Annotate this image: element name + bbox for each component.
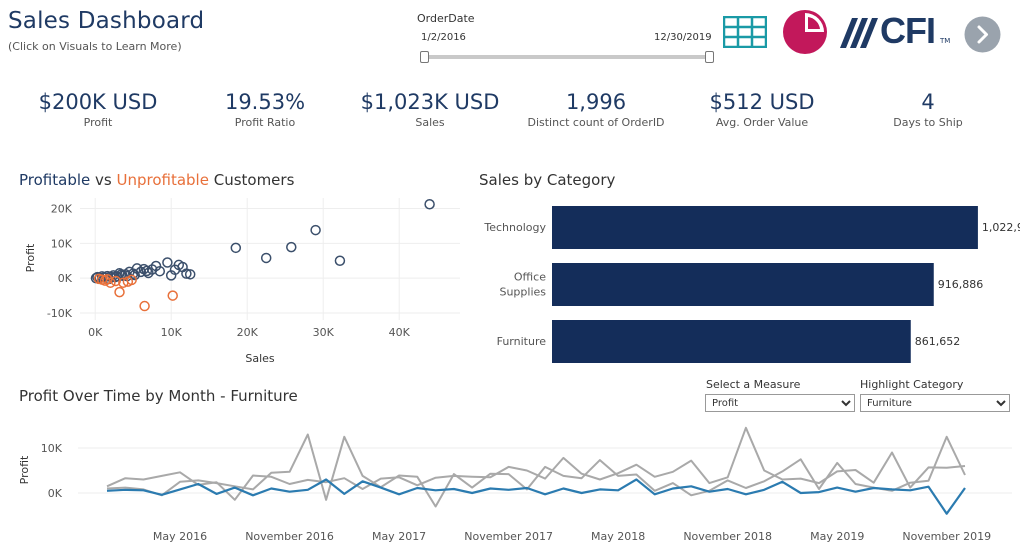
bar-value-label: 861,652 — [915, 335, 961, 348]
kpi-value: 4 — [921, 90, 935, 114]
scatter-chart[interactable]: -10K 0K 10K 20K 0K 10K 20K 30K 40K Sales Profit — [0, 190, 470, 370]
line-x-tick-label: May 2016 — [153, 530, 207, 543]
cfi-logo-tm: TM — [940, 37, 951, 45]
line-y-axis-label: Profit — [18, 455, 31, 484]
scatter-point-unprofitable[interactable] — [126, 274, 137, 286]
order-date-end: 12/30/2019 — [654, 32, 712, 43]
line-y-tick-label: 10K — [41, 442, 63, 455]
order-date-end-handle[interactable] — [705, 51, 714, 63]
scatter-point-profitable[interactable] — [334, 255, 346, 266]
line-series-other[interactable] — [106, 426, 966, 501]
scatter-point-profitable[interactable] — [184, 269, 196, 280]
line-chart-title: Profit Over Time by Month - Furniture — [19, 387, 298, 405]
scatter-point-profitable[interactable] — [310, 224, 321, 236]
scatter-y-tick-label: 20K — [51, 202, 73, 215]
scatter-point-unprofitable[interactable] — [93, 273, 105, 285]
bar-chart-title: Sales by Category — [479, 171, 616, 189]
kpi-value: $200K USD — [38, 90, 158, 114]
line-x-tick-label: May 2018 — [591, 530, 645, 543]
scatter-point-profitable[interactable] — [138, 263, 150, 275]
line-x-tick-label: November 2016 — [245, 530, 334, 543]
scatter-title: Profitable vs Unprofitable Customers — [19, 171, 294, 189]
line-x-tick-label: May 2019 — [810, 530, 864, 543]
scatter-point-profitable[interactable] — [424, 199, 435, 210]
line-x-tick-label: May 2017 — [372, 530, 426, 543]
bar-category-label: Furniture — [497, 335, 547, 348]
scatter-x-axis-label: Sales — [245, 352, 275, 365]
kpi-profit[interactable]: $200K USD Profit — [18, 90, 178, 129]
scatter-y-tick-label: 10K — [51, 237, 73, 250]
bar-value-label: 1,022,927 — [982, 221, 1020, 234]
line-x-tick-label: November 2019 — [902, 530, 991, 543]
scatter-point-unprofitable[interactable] — [114, 286, 125, 298]
kpi-days-to-ship[interactable]: 4 Days to Ship — [848, 90, 1008, 129]
scatter-x-tick-label: 0K — [88, 326, 103, 339]
kpi-sales[interactable]: $1,023K USD Sales — [340, 90, 520, 129]
kpi-label: Profit — [83, 116, 113, 129]
scatter-title-customers: Customers — [208, 171, 295, 189]
scatter-point-profitable[interactable] — [162, 257, 173, 268]
kpi-label: Distinct count of OrderID — [527, 116, 665, 129]
kpi-profit-ratio[interactable]: 19.53% Profit Ratio — [185, 90, 345, 129]
page-title: Sales Dashboard — [8, 8, 205, 34]
kpi-value: $1,023K USD — [360, 90, 500, 114]
kpi-value: $512 USD — [709, 90, 815, 114]
table-icon[interactable] — [723, 16, 767, 48]
page-subtitle: (Click on Visuals to Learn More) — [8, 40, 182, 53]
order-date-start-handle[interactable] — [420, 51, 429, 63]
kpi-value: 19.53% — [224, 90, 306, 114]
measure-dropdown[interactable]: Profit — [705, 394, 855, 412]
scatter-x-tick-label: 40K — [389, 326, 411, 339]
bar-category-label: Supplies — [499, 286, 546, 299]
line-chart[interactable]: 0K 10K Profit May 2016 November 2016 May 2017… — [0, 410, 1024, 551]
bar[interactable] — [552, 206, 978, 249]
kpi-label: Profit Ratio — [234, 116, 296, 129]
scatter-x-tick-label: 20K — [237, 326, 259, 339]
category-dropdown[interactable]: Furniture — [860, 394, 1010, 412]
order-date-start: 1/2/2016 — [421, 32, 466, 43]
measure-label: Select a Measure — [706, 378, 801, 391]
next-arrow-icon[interactable] — [964, 16, 1001, 53]
kpi-label: Avg. Order Value — [715, 116, 809, 129]
scatter-title-vs: vs — [90, 171, 117, 189]
bar[interactable] — [552, 263, 934, 306]
cfi-logo-text: CFI — [880, 10, 936, 51]
order-date-label: OrderDate — [417, 12, 475, 25]
bar-category-label: Technology — [483, 221, 546, 234]
scatter-point-profitable[interactable] — [230, 242, 242, 254]
kpi-label: Days to Ship — [893, 116, 963, 129]
scatter-x-tick-label: 30K — [313, 326, 335, 339]
cfi-logo — [840, 18, 878, 48]
scatter-point-profitable[interactable] — [260, 252, 272, 264]
line-x-tick-label: November 2017 — [464, 530, 553, 543]
kpi-distinct-orders[interactable]: 1,996 Distinct count of OrderID — [516, 90, 676, 129]
scatter-y-tick-label: 0K — [58, 272, 73, 285]
scatter-point-profitable[interactable] — [286, 241, 297, 253]
order-date-slider-track[interactable] — [424, 55, 710, 59]
line-y-tick-label: 0K — [48, 487, 63, 500]
scatter-point-unprofitable[interactable] — [167, 290, 178, 301]
line-x-tick-label: November 2018 — [683, 530, 772, 543]
scatter-point-profitable[interactable] — [169, 264, 181, 276]
bar-chart[interactable]: Technology 1,022,927 Office Supplies 916,886… — [470, 190, 1020, 375]
scatter-title-profitable: Profitable — [19, 171, 91, 189]
line-series-highlight[interactable] — [106, 478, 966, 515]
kpi-label: Sales — [415, 116, 445, 129]
bar-value-label: 916,886 — [938, 278, 984, 291]
bar[interactable] — [552, 320, 911, 363]
category-label: Highlight Category — [860, 378, 964, 391]
kpi-avg-order-value[interactable]: $512 USD Avg. Order Value — [682, 90, 842, 129]
scatter-title-unprofitable: Unprofitable — [116, 171, 209, 189]
kpi-value: 1,996 — [565, 90, 627, 114]
scatter-y-axis-label: Profit — [24, 243, 37, 272]
scatter-y-tick-label: -10K — [47, 307, 73, 320]
line-series-other[interactable] — [106, 433, 966, 508]
scatter-x-tick-label: 10K — [161, 326, 183, 339]
bar-category-label: Office — [514, 271, 546, 284]
pie-chart-icon[interactable] — [782, 9, 828, 55]
scatter-point-profitable[interactable] — [154, 265, 166, 277]
scatter-point-unprofitable[interactable] — [139, 300, 150, 312]
